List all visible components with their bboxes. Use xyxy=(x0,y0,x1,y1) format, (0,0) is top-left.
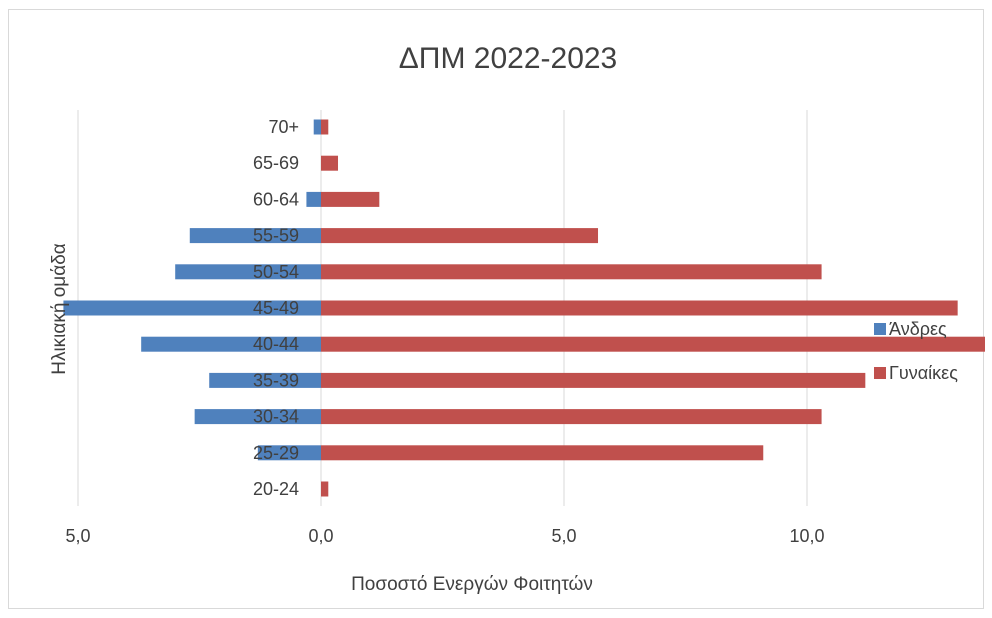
bar-male xyxy=(209,372,321,388)
legend-swatch xyxy=(874,323,886,335)
bar-male xyxy=(306,191,321,207)
chart-frame: ΔΠΜ 2022-2023 20-24 25-29 30-34 35-39 40-44 4… xyxy=(8,9,985,609)
bar-male xyxy=(313,119,321,135)
bar-female xyxy=(321,119,329,135)
x-tick-label: 10,0 xyxy=(789,526,824,546)
bar-female xyxy=(321,409,822,425)
x-tick-label: 0,0 xyxy=(308,526,333,546)
bar-female xyxy=(321,481,329,497)
category-label: 35-39 xyxy=(253,370,299,390)
bar-female xyxy=(321,372,866,388)
bar-female xyxy=(321,336,985,352)
category-label: 50-54 xyxy=(253,262,299,282)
category-label: 30-34 xyxy=(253,407,299,427)
category-labels: 20-24 25-29 30-34 35-39 40-44 45-49 50-54 55-59… xyxy=(253,117,299,499)
bar-female xyxy=(321,191,380,207)
legend: Άνδρες Γυναίκες xyxy=(874,319,958,383)
bar-male xyxy=(194,409,321,425)
x-tick-labels: 10,05,00,05,010,015,020,0 xyxy=(65,526,824,546)
category-label: 20-24 xyxy=(253,479,299,499)
y-axis-label: Ηλικιακή ομάδα xyxy=(49,243,70,375)
category-label: 40-44 xyxy=(253,334,299,354)
x-tick-label: 5,0 xyxy=(551,526,576,546)
category-label: 55-59 xyxy=(253,226,299,246)
bar-female xyxy=(321,445,764,461)
bar-female xyxy=(321,264,822,280)
category-label: 70+ xyxy=(268,117,299,137)
category-label: 60-64 xyxy=(253,189,299,209)
bar-male xyxy=(141,336,321,352)
pyramid-chart: ΔΠΜ 2022-2023 20-24 25-29 30-34 35-39 40-44 4… xyxy=(49,42,985,595)
legend-label: Γυναίκες xyxy=(889,363,958,383)
legend-label: Άνδρες xyxy=(889,319,947,339)
bars xyxy=(63,119,985,497)
legend-swatch xyxy=(874,367,886,379)
bar-male xyxy=(175,264,321,280)
category-label: 25-29 xyxy=(253,443,299,463)
x-tick-label: 5,0 xyxy=(65,526,90,546)
category-label: 65-69 xyxy=(253,153,299,173)
bar-female xyxy=(321,300,958,316)
bar-male xyxy=(63,300,322,316)
category-label: 45-49 xyxy=(253,298,299,318)
bar-male xyxy=(189,228,321,244)
bar-female xyxy=(321,228,599,244)
bar-female xyxy=(321,155,339,171)
bar-male xyxy=(257,445,321,461)
x-axis-label: Ποσοστό Ενεργών Φοιτητών xyxy=(351,574,593,595)
chart-title: ΔΠΜ 2022-2023 xyxy=(399,42,618,75)
